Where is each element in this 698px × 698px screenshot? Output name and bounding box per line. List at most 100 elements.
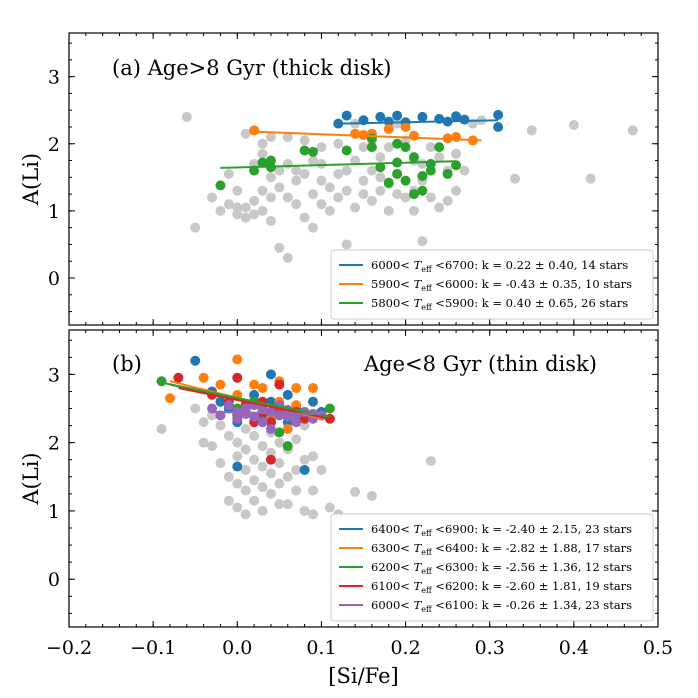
background-point: [316, 158, 327, 169]
series-point: [308, 146, 319, 157]
series-point: [333, 118, 344, 129]
background-point: [274, 499, 285, 510]
series-point: [392, 110, 403, 121]
legend-label: 6200< Teff <6300: k = -2.56 ± 1.36, 12 s…: [371, 560, 632, 576]
series-point: [350, 128, 361, 139]
background-point: [316, 464, 327, 475]
background-point: [257, 482, 268, 493]
background-point: [223, 199, 234, 210]
y-tick-label: 3: [48, 364, 60, 386]
series-point: [408, 189, 419, 200]
background-point: [383, 142, 394, 153]
background-point: [240, 212, 251, 223]
background-point: [232, 185, 243, 196]
background-point: [408, 205, 419, 216]
series-point: [173, 372, 184, 383]
background-point: [341, 165, 352, 176]
background-point: [291, 434, 302, 445]
background-point: [291, 464, 302, 475]
series-point: [451, 160, 462, 171]
legend-box: [330, 513, 654, 622]
x-tick-label: −0.2: [46, 637, 92, 659]
background-point: [215, 420, 226, 431]
background-point: [366, 165, 377, 176]
background-point: [350, 202, 361, 213]
background-point: [299, 505, 310, 516]
series-point: [232, 354, 243, 365]
background-point: [198, 437, 209, 448]
series-point: [265, 454, 276, 465]
series-point: [459, 114, 470, 125]
series-point: [408, 130, 419, 141]
background-point: [282, 132, 293, 143]
background-point: [232, 478, 243, 489]
background-point: [223, 168, 234, 179]
series-point: [442, 168, 453, 179]
legend-box: [330, 249, 654, 320]
background-point: [299, 454, 310, 465]
legend: 6400< Teff <6900: k = -2.40 ± 2.15, 23 s…: [330, 513, 654, 622]
series-point: [392, 138, 403, 149]
legend-label: 6000< Teff <6100: k = -0.26 ± 1.34, 23 s…: [371, 598, 632, 614]
series-2-points: [215, 133, 462, 200]
x-tick-label: 0.5: [643, 637, 673, 659]
background-point: [392, 189, 403, 200]
background-point: [434, 152, 445, 163]
fit-line-2: [161, 381, 331, 418]
background-point: [316, 142, 327, 153]
series-point: [198, 372, 209, 383]
background-point: [240, 444, 251, 455]
series-point: [451, 111, 462, 122]
background-point: [442, 195, 453, 206]
panel-label: (b): [112, 352, 142, 376]
legend: 6000< Teff <6700: k = 0.22 ± 0.40, 14 st…: [330, 249, 654, 320]
fit-line-1: [254, 130, 482, 142]
series-point: [383, 123, 394, 134]
background-point: [341, 185, 352, 196]
background-point: [358, 175, 369, 186]
y-tick-label: 0: [48, 569, 60, 591]
background-point: [215, 458, 226, 469]
y-tick-label: 2: [48, 134, 60, 156]
series-point: [249, 125, 260, 136]
background-point: [257, 148, 268, 159]
background-point: [249, 195, 260, 206]
series-point: [282, 389, 293, 400]
background-point: [181, 111, 192, 122]
legend-label: 6400< Teff <6900: k = -2.40 ± 2.15, 23 s…: [371, 522, 632, 538]
background-point: [316, 175, 327, 186]
background-point: [308, 189, 319, 200]
background-point: [333, 192, 344, 203]
background-point: [417, 236, 428, 247]
background-point: [291, 199, 302, 210]
y-axis-label: A(Li): [19, 452, 43, 505]
series-point: [282, 424, 293, 434]
series-point: [341, 110, 352, 121]
x-tick-label: −0.1: [130, 637, 176, 659]
background-point: [425, 142, 436, 153]
series-point: [299, 145, 310, 156]
plot-frame: [68, 329, 659, 628]
background-point: [207, 192, 218, 203]
background-point: [249, 430, 260, 441]
background-point: [526, 125, 537, 136]
background-point: [400, 192, 411, 203]
series-point: [223, 400, 234, 411]
background-point: [274, 437, 285, 448]
background-point: [366, 195, 377, 206]
background-point: [265, 468, 276, 479]
background-point: [249, 454, 260, 465]
background-point: [223, 430, 234, 441]
background-point: [308, 155, 319, 166]
y-tick-label: 1: [48, 201, 60, 223]
x-tick-label: 0.0: [222, 637, 252, 659]
background-point: [425, 192, 436, 203]
background-point: [425, 456, 436, 467]
legend-label: 6300< Teff <6400: k = -2.82 ± 1.88, 17 s…: [371, 541, 632, 557]
series-point: [493, 121, 504, 132]
background-point: [240, 509, 251, 520]
background-point: [232, 451, 243, 462]
background-point: [333, 168, 344, 179]
background-point: [299, 135, 310, 146]
background-point: [249, 495, 260, 506]
